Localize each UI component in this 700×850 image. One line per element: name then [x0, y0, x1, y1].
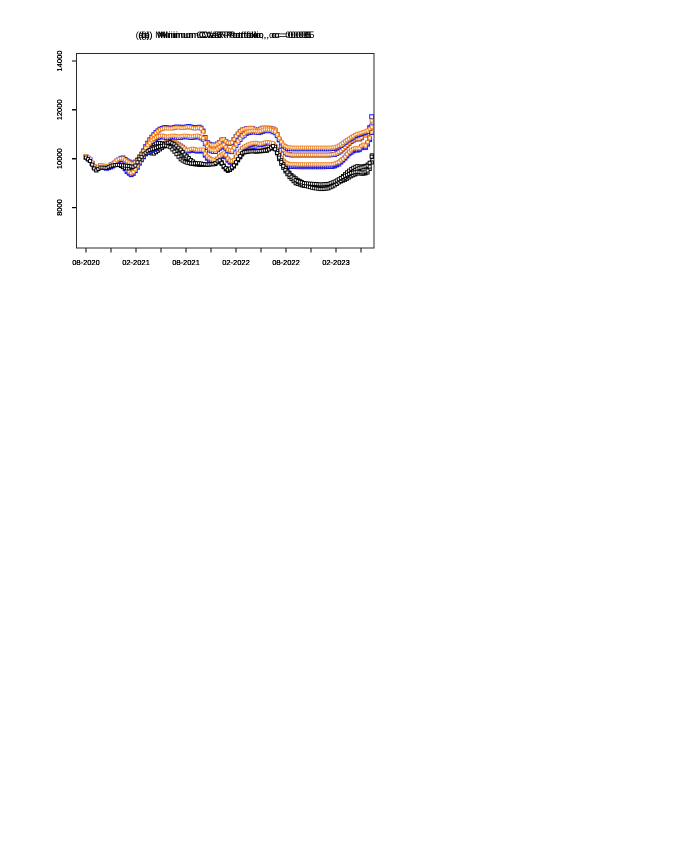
- svg-text:08-2020: 08-2020: [72, 258, 100, 267]
- svg-text:08-2021: 08-2021: [172, 258, 200, 267]
- svg-text:08-2020: 08-2020: [72, 258, 100, 267]
- svg-text:02-2022: 02-2022: [222, 258, 250, 267]
- svg-text:08-2022: 08-2022: [272, 258, 300, 267]
- svg-text:12000: 12000: [55, 99, 64, 120]
- svg-text:02-2022: 02-2022: [222, 258, 250, 267]
- svg-text:02-2021: 02-2021: [122, 258, 150, 267]
- chart-title-d: (d) Minimum CVaR Portfolio , α = 0.01: [140, 30, 310, 41]
- svg-text:08-2022: 08-2022: [272, 258, 300, 267]
- svg-text:08-2022: 08-2022: [272, 258, 300, 267]
- svg-text:02-2022: 02-2022: [222, 258, 250, 267]
- svg-text:02-2023: 02-2023: [322, 258, 350, 267]
- svg-text:02-2021: 02-2021: [122, 258, 150, 267]
- svg-text:08-2020: 08-2020: [72, 258, 100, 267]
- svg-text:8000: 8000: [55, 199, 64, 216]
- y-axis-e: 8000 10000 12000 14000: [55, 51, 77, 216]
- svg-text:8000: 8000: [55, 199, 64, 216]
- svg-text:08-2021: 08-2021: [172, 258, 200, 267]
- svg-text:08-2022: 08-2022: [272, 258, 300, 267]
- chart-title-e: (e) Minimum CVaR Portfolio , α = 0.05: [140, 30, 310, 41]
- series-black-e: [84, 143, 374, 187]
- svg-text:10000: 10000: [55, 148, 64, 169]
- svg-text:08-2022: 08-2022: [272, 258, 300, 267]
- svg-text:14000: 14000: [55, 51, 64, 72]
- svg-text:12000: 12000: [55, 99, 64, 120]
- svg-text:12000: 12000: [55, 99, 64, 120]
- svg-text:14000: 14000: [55, 51, 64, 72]
- svg-text:14000: 14000: [55, 51, 64, 72]
- chart-title-a: (a) Minimum CVaR Portfolio , α = 0.0005: [135, 30, 315, 41]
- svg-text:12000: 12000: [55, 99, 64, 120]
- svg-text:02-2023: 02-2023: [322, 258, 350, 267]
- plot-box-e: [76, 53, 375, 249]
- series-orange-e: [84, 125, 374, 170]
- series-orange-d: [84, 129, 374, 176]
- svg-text:12000: 12000: [55, 99, 64, 120]
- svg-text:02-2022: 02-2022: [222, 258, 250, 267]
- chart-title-c: (c) Minimum CVaR Portfolio , α = 0.005: [138, 30, 312, 41]
- svg-text:10000: 10000: [55, 148, 64, 169]
- svg-text:10000: 10000: [55, 148, 64, 169]
- svg-text:02-2023: 02-2023: [322, 258, 350, 267]
- svg-text:08-2021: 08-2021: [172, 258, 200, 267]
- svg-text:08-2020: 08-2020: [72, 258, 100, 267]
- svg-text:08-2020: 08-2020: [72, 258, 100, 267]
- svg-text:14000: 14000: [55, 51, 64, 72]
- svg-text:8000: 8000: [55, 199, 64, 216]
- svg-text:10000: 10000: [55, 148, 64, 169]
- x-axis-e: 08-2020 02-2021 08-2021 02-2022 08-2022 02-20…: [72, 248, 362, 267]
- chart-title-b: (b) Minimum CVaR Portfolio , α = 0.001: [138, 30, 312, 41]
- svg-text:02-2023: 02-2023: [322, 258, 350, 267]
- svg-text:08-2021: 08-2021: [172, 258, 200, 267]
- svg-text:8000: 8000: [55, 199, 64, 216]
- svg-text:02-2021: 02-2021: [122, 258, 150, 267]
- chart-panel-d: (d) Minimum CVaR Portfolio , α = 0.01 80…: [40, 16, 390, 301]
- svg-text:02-2022: 02-2022: [222, 258, 250, 267]
- svg-text:14000: 14000: [55, 51, 64, 72]
- svg-text:08-2021: 08-2021: [172, 258, 200, 267]
- svg-text:02-2021: 02-2021: [122, 258, 150, 267]
- chart-panel-e: (e) Minimum CVaR Portfolio , α = 0.05 80…: [40, 16, 390, 301]
- svg-text:02-2021: 02-2021: [122, 258, 150, 267]
- svg-text:10000: 10000: [55, 148, 64, 169]
- chart-canvas-e: 8000 10000 12000 14000 08-2020 02-2021 08-2021…: [55, 51, 375, 267]
- svg-text:8000: 8000: [55, 199, 64, 216]
- svg-text:02-2023: 02-2023: [322, 258, 350, 267]
